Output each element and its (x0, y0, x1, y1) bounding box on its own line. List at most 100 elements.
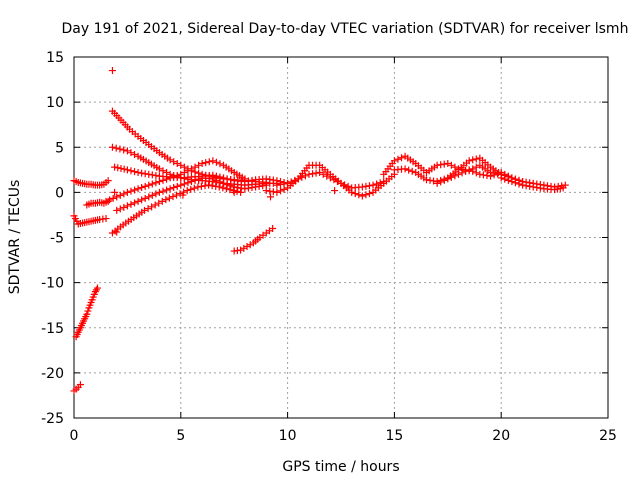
y-tick-label: -10 (41, 276, 64, 292)
data-point (145, 170, 153, 178)
data-point-interp (248, 176, 256, 184)
data-point (237, 246, 245, 254)
data-point-interp (152, 190, 160, 198)
y-tick-label: 10 (46, 95, 64, 111)
data-point-interp (131, 168, 139, 176)
data-point (166, 185, 174, 193)
data-point-interp (426, 176, 434, 184)
x-tick-label: 10 (279, 428, 297, 444)
data-point (145, 181, 153, 189)
data-point (155, 178, 163, 186)
data-point-interp (184, 167, 192, 175)
data-point (433, 179, 441, 187)
y-tick-label: 0 (55, 185, 64, 201)
data-point (177, 181, 185, 189)
data-point (262, 175, 270, 183)
data-point-interp (158, 197, 166, 205)
data-point-interp (269, 188, 277, 196)
data-point-interp (120, 165, 128, 173)
data-point (237, 188, 245, 196)
data-point (111, 163, 119, 171)
data-point-interp (458, 169, 466, 177)
data-point-interp (515, 180, 523, 188)
data-point (123, 166, 131, 174)
data-point (104, 197, 112, 205)
data-point-interp (276, 181, 284, 189)
data-point-interp (191, 163, 199, 171)
data-point-interp (116, 145, 124, 153)
data-point (226, 186, 234, 194)
data-point-interp (159, 187, 167, 195)
data-point-interp (148, 180, 156, 188)
data-point-interp (127, 187, 135, 195)
series-arc-h (83, 197, 112, 209)
data-point-interp (483, 172, 491, 180)
data-point-interp (114, 164, 122, 172)
data-point-interp (365, 190, 373, 198)
data-point (267, 193, 275, 201)
data-point-interp (180, 188, 188, 196)
data-point-interp (131, 150, 139, 158)
data-point-interp (127, 200, 135, 208)
y-tick-label: 5 (55, 140, 64, 156)
data-point (262, 187, 270, 195)
data-point (269, 224, 277, 232)
data-point-interp (212, 182, 220, 190)
data-point-interp (106, 196, 114, 204)
data-point (559, 184, 567, 192)
data-point-interp (173, 159, 181, 167)
data-point-interp (208, 182, 216, 190)
data-point-interp (212, 158, 220, 166)
data-point-interp (234, 184, 242, 192)
data-point-interp (394, 155, 402, 163)
data-point-interp (170, 184, 178, 192)
data-point (316, 169, 324, 177)
series-arc-j (72, 284, 101, 341)
data-point-interp (216, 160, 224, 168)
data-point (305, 170, 313, 178)
series-arc-i (70, 212, 110, 228)
data-point (444, 159, 452, 167)
data-point (294, 175, 302, 183)
data-point-interp (212, 176, 220, 184)
data-point (273, 181, 281, 189)
data-point (369, 181, 377, 189)
data-point-interp (165, 194, 173, 202)
data-point-interp (205, 158, 213, 166)
data-point (252, 183, 260, 191)
series-arc-k (70, 381, 84, 395)
data-point-interp (511, 179, 519, 187)
data-point-interp (298, 173, 306, 181)
data-point-interp (437, 161, 445, 169)
data-point (145, 193, 153, 201)
data-point-interp (148, 191, 156, 199)
data-point-interp (152, 172, 160, 180)
data-point-interp (479, 171, 487, 179)
data-point (179, 191, 187, 199)
data-points (70, 67, 569, 395)
data-point (108, 143, 116, 151)
data-point (331, 187, 339, 195)
data-point-interp (451, 163, 459, 171)
data-point-interp (190, 184, 198, 192)
data-point (76, 381, 84, 389)
data-point-interp (131, 199, 139, 207)
data-point-interp (276, 187, 284, 195)
data-point-interp (120, 203, 128, 211)
data-point-interp (301, 172, 309, 180)
data-point-interp (170, 173, 178, 181)
data-point (220, 179, 228, 187)
data-point (284, 179, 292, 187)
data-point-interp (333, 178, 341, 186)
data-point-interp (280, 180, 288, 188)
data-point (140, 206, 148, 214)
data-point-interp (187, 185, 195, 193)
data-point-interp (127, 149, 135, 157)
data-point-interp (405, 166, 413, 174)
data-point-interp (287, 178, 295, 186)
data-point (465, 166, 473, 174)
data-point (155, 188, 163, 196)
data-point-interp (490, 171, 498, 179)
data-point (205, 181, 213, 189)
data-point-interp (504, 176, 512, 184)
